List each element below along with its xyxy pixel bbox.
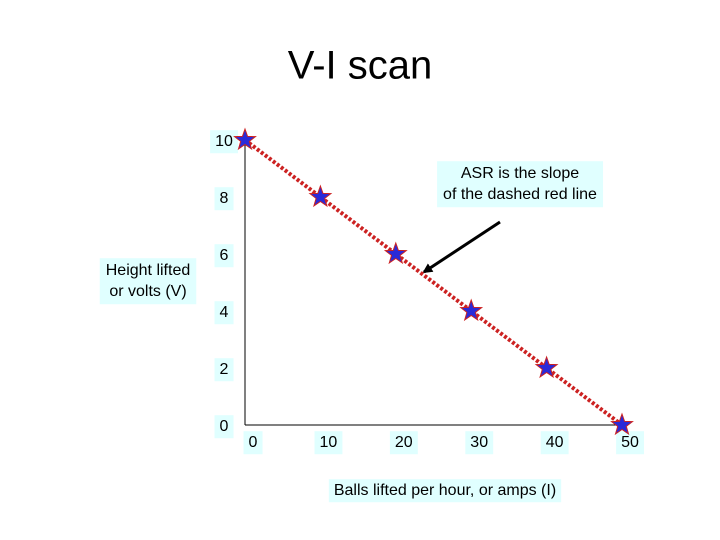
label-box <box>243 431 263 455</box>
x-tick-label: 20 <box>395 434 413 451</box>
x-axis-label: Balls lifted per hour, or amps (I) <box>334 482 556 499</box>
y-tick-label: 0 <box>220 418 229 435</box>
y-axis-label: Height lifted <box>106 262 191 279</box>
data-line <box>243 138 624 427</box>
y-tick-label: 8 <box>220 190 229 207</box>
star-marker <box>308 184 333 208</box>
y-axis-label: or volts (V) <box>109 283 186 300</box>
star-marker <box>534 355 559 379</box>
label-box <box>214 301 234 325</box>
y-tick-label: 6 <box>220 247 229 264</box>
annotation: of the dashed red line <box>443 186 597 203</box>
x-tick-label: 30 <box>470 434 488 451</box>
y-tick-label: 10 <box>215 133 233 150</box>
y-tick-label: 4 <box>220 304 229 321</box>
label-box <box>328 479 562 503</box>
label-box <box>437 161 604 208</box>
label-box <box>210 130 238 154</box>
label-box <box>465 431 494 455</box>
annotation-arrow <box>422 220 501 274</box>
annotation: ASR is the slope <box>461 165 579 182</box>
label-box <box>616 431 644 455</box>
x-tick-label: 0 <box>249 434 258 451</box>
x-tick-label: 40 <box>546 434 564 451</box>
label-box <box>389 431 418 455</box>
label-box <box>314 431 343 455</box>
label-box <box>540 431 569 455</box>
x-tick-label: 10 <box>320 434 338 451</box>
label-box <box>214 415 234 439</box>
star-marker <box>383 241 408 265</box>
label-box <box>214 244 234 268</box>
star-marker <box>610 412 634 436</box>
label-box <box>99 258 197 305</box>
star-marker <box>459 298 484 322</box>
y-tick-label: 2 <box>220 361 229 378</box>
chart-title: V-I scan <box>288 44 433 88</box>
x-tick-label: 50 <box>621 434 639 451</box>
label-box <box>214 358 234 382</box>
label-box <box>214 187 234 211</box>
star-marker <box>233 127 257 151</box>
